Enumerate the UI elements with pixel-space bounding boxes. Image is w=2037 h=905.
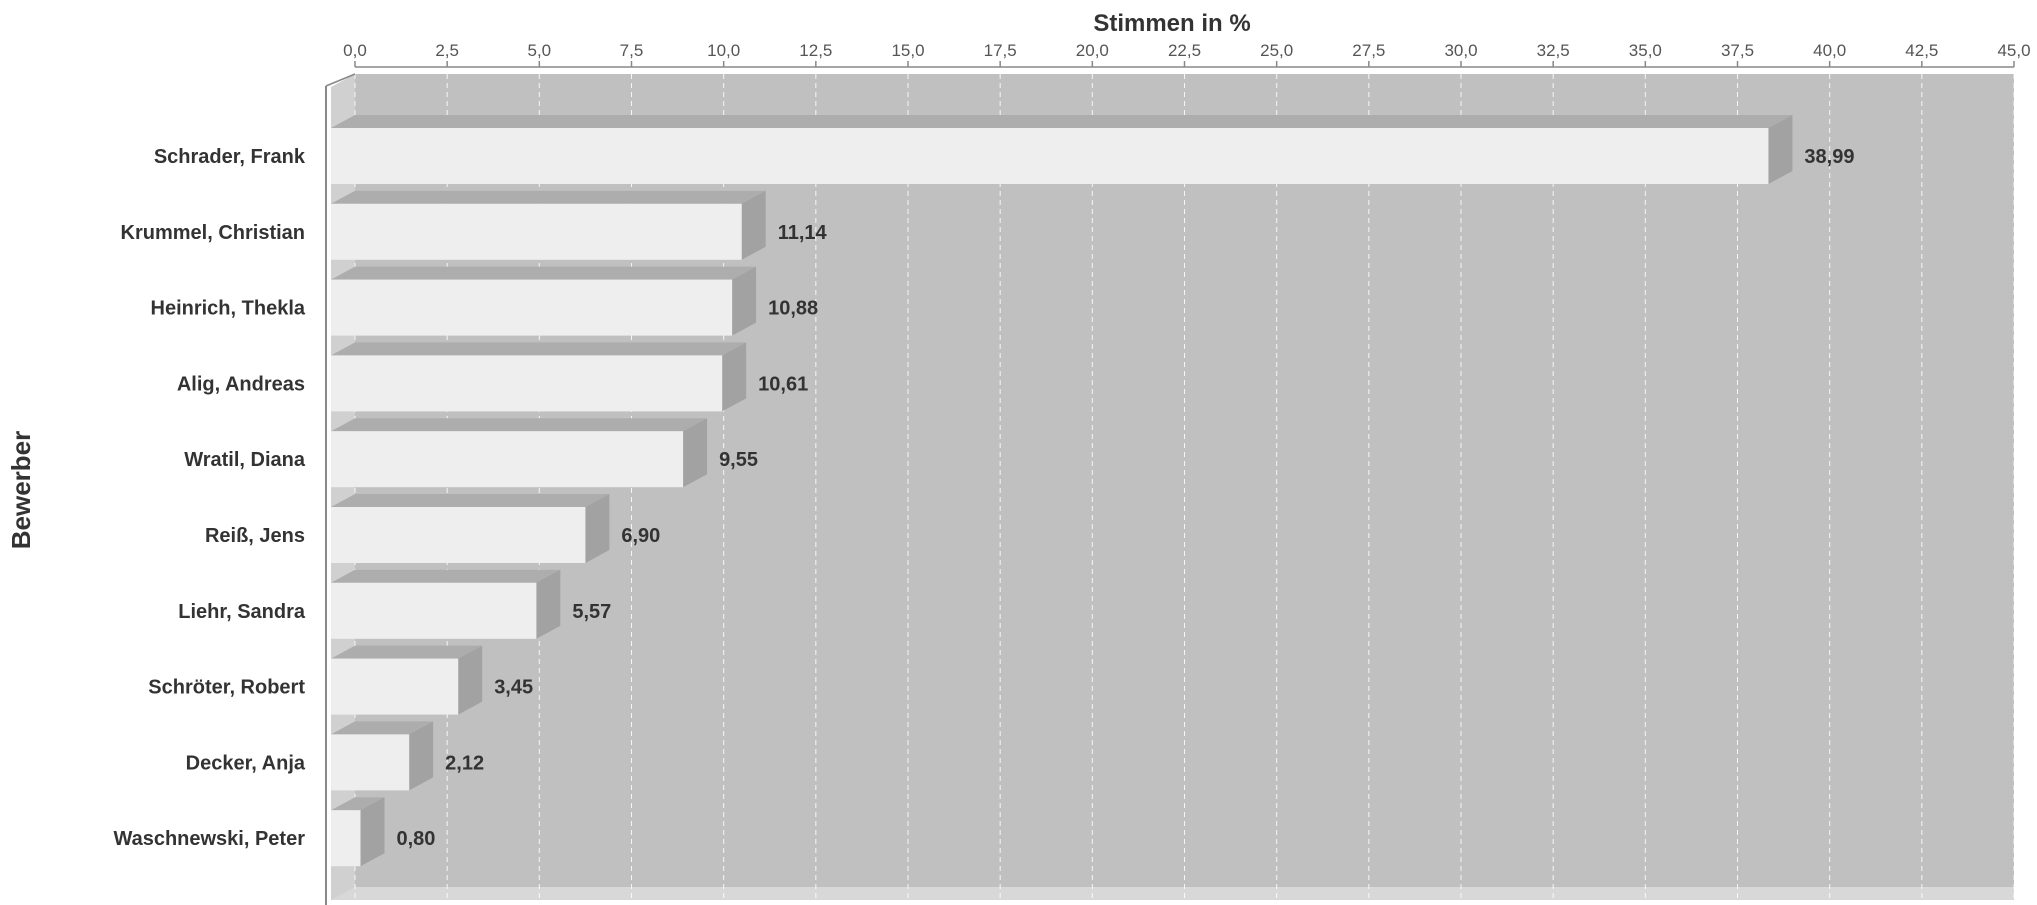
x-tick-label: 40,0 bbox=[1813, 41, 1846, 60]
bar-value-label: 3,45 bbox=[494, 677, 533, 699]
x-tick-label: 42,5 bbox=[1905, 41, 1938, 60]
bar-side bbox=[741, 190, 766, 260]
bar bbox=[331, 658, 459, 715]
x-tick-label: 20,0 bbox=[1076, 41, 1109, 60]
bar bbox=[331, 734, 410, 791]
bar-side bbox=[536, 569, 561, 639]
bar bbox=[331, 279, 733, 336]
bar bbox=[331, 810, 361, 867]
bar-value-label: 9,55 bbox=[719, 449, 758, 471]
x-tick-label: 15,0 bbox=[891, 41, 924, 60]
bar-top bbox=[331, 797, 385, 811]
category-label: Wratil, Diana bbox=[184, 449, 306, 471]
bar-value-label: 10,61 bbox=[758, 373, 808, 395]
bar-top bbox=[331, 494, 610, 507]
x-tick-label: 17,5 bbox=[984, 41, 1017, 60]
category-label: Schröter, Robert bbox=[148, 677, 305, 699]
bar-top bbox=[331, 266, 757, 280]
bar-value-label: 6,90 bbox=[621, 525, 660, 547]
category-label: Reiß, Jens bbox=[205, 525, 305, 547]
category-label: Decker, Anja bbox=[186, 752, 306, 774]
category-label: Heinrich, Thekla bbox=[151, 298, 306, 320]
x-tick-label: 45,0 bbox=[1997, 41, 2030, 60]
bar-value-label: 38,99 bbox=[1804, 146, 1854, 168]
x-tick-label: 0,0 bbox=[343, 41, 367, 60]
bar-top bbox=[331, 721, 434, 735]
x-tick-label: 37,5 bbox=[1721, 41, 1754, 60]
bar-top bbox=[331, 418, 708, 432]
bar-side bbox=[360, 797, 385, 867]
bar-side bbox=[585, 494, 610, 563]
bar-value-label: 10,88 bbox=[768, 298, 818, 320]
category-label: Schrader, Frank bbox=[154, 146, 306, 168]
bar bbox=[331, 203, 742, 260]
x-tick-label: 27,5 bbox=[1352, 41, 1385, 60]
bar-top bbox=[331, 115, 1793, 128]
bar-top bbox=[331, 342, 747, 356]
x-tick-label: 5,0 bbox=[528, 41, 552, 60]
category-label: Liehr, Sandra bbox=[178, 601, 306, 623]
bar-value-label: 5,57 bbox=[572, 601, 611, 623]
x-tick-label: 12,5 bbox=[799, 41, 832, 60]
category-label: Krummel, Christian bbox=[121, 222, 305, 244]
y-axis-label: Bewerber bbox=[6, 431, 36, 550]
bar-side bbox=[683, 418, 708, 488]
x-tick-label: 10,0 bbox=[707, 41, 740, 60]
x-tick-label: 2,5 bbox=[435, 41, 459, 60]
chart-title: Stimmen in % bbox=[1093, 10, 1250, 37]
bar-side bbox=[409, 721, 434, 791]
category-label: Waschnewski, Peter bbox=[113, 828, 305, 850]
bar-value-label: 11,14 bbox=[778, 222, 828, 244]
bar-side bbox=[458, 645, 483, 715]
bar bbox=[331, 431, 684, 488]
bar-side bbox=[732, 266, 757, 336]
bar-value-label: 2,12 bbox=[445, 752, 484, 774]
y-axis-depth bbox=[325, 73, 356, 87]
bar bbox=[331, 355, 723, 412]
bar-value-label: 0,80 bbox=[396, 828, 435, 850]
bar bbox=[331, 582, 537, 639]
x-tick-label: 25,0 bbox=[1260, 41, 1293, 60]
x-tick-label: 32,5 bbox=[1537, 41, 1570, 60]
x-tick-label: 35,0 bbox=[1629, 41, 1662, 60]
plot-area: 0,0 2,5 5,0 7,5 10,0 12,5 15,0 17,5 20,0 22,5 25,0… bbox=[113, 41, 2031, 905]
bar-top bbox=[331, 190, 766, 204]
bar-top bbox=[331, 645, 483, 659]
x-tick-label: 7,5 bbox=[620, 41, 644, 60]
x-tick-label: 30,0 bbox=[1444, 41, 1477, 60]
x-tick-label: 22,5 bbox=[1168, 41, 1201, 60]
bar-side bbox=[722, 342, 747, 412]
bar-top bbox=[331, 569, 561, 583]
bar bbox=[331, 128, 1769, 184]
plot-floor bbox=[331, 887, 2014, 900]
category-label: Alig, Andreas bbox=[177, 373, 305, 395]
bar bbox=[331, 507, 586, 563]
bar-side bbox=[1768, 115, 1793, 184]
